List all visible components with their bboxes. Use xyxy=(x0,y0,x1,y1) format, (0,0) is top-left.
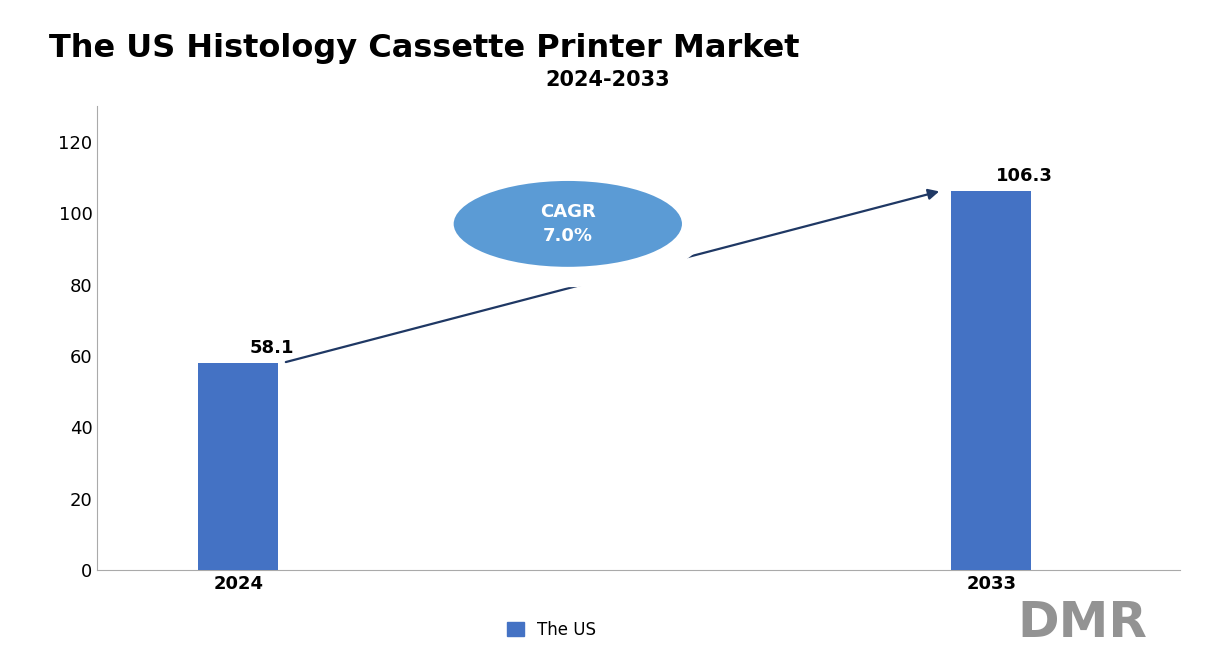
Ellipse shape xyxy=(437,170,699,277)
Text: The US Histology Cassette Printer Market: The US Histology Cassette Printer Market xyxy=(49,33,799,64)
Bar xyxy=(198,363,278,570)
Text: CAGR
7.0%: CAGR 7.0% xyxy=(540,203,596,245)
Legend: The US: The US xyxy=(501,614,603,645)
Text: 2024-2033: 2024-2033 xyxy=(546,70,670,90)
Ellipse shape xyxy=(450,178,686,271)
Bar xyxy=(951,191,1031,570)
Text: 58.1: 58.1 xyxy=(249,339,293,357)
Text: 106.3: 106.3 xyxy=(996,167,1053,186)
Text: DMR: DMR xyxy=(1018,599,1147,647)
